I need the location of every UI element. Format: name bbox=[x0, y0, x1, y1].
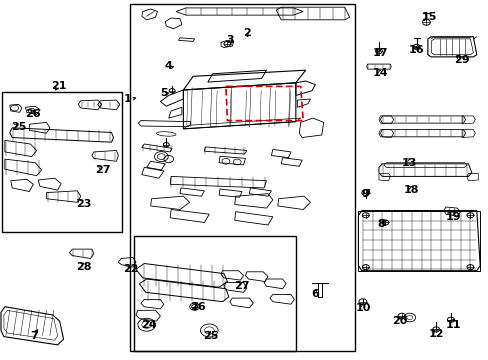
Text: 25: 25 bbox=[203, 330, 218, 341]
Text: 22: 22 bbox=[123, 264, 139, 274]
Text: 21: 21 bbox=[51, 81, 67, 91]
Text: 3: 3 bbox=[226, 35, 234, 45]
Text: 24: 24 bbox=[141, 320, 156, 330]
Text: 9: 9 bbox=[360, 189, 368, 199]
Text: 26: 26 bbox=[25, 109, 41, 120]
Text: 10: 10 bbox=[355, 303, 370, 313]
Text: 17: 17 bbox=[372, 48, 387, 58]
Text: 20: 20 bbox=[391, 316, 407, 326]
Text: 15: 15 bbox=[421, 12, 436, 22]
Text: 16: 16 bbox=[407, 45, 423, 55]
Text: 28: 28 bbox=[76, 262, 91, 272]
Text: 2: 2 bbox=[243, 28, 251, 38]
Text: 13: 13 bbox=[401, 158, 416, 168]
Text: 11: 11 bbox=[445, 320, 461, 330]
Text: 25: 25 bbox=[11, 122, 26, 132]
Text: 18: 18 bbox=[403, 185, 418, 195]
Text: 4: 4 bbox=[164, 61, 172, 71]
Text: 8: 8 bbox=[377, 219, 385, 229]
Text: 27: 27 bbox=[95, 165, 111, 175]
Bar bbox=[358, 211, 479, 271]
Text: 14: 14 bbox=[372, 68, 387, 78]
Text: 26: 26 bbox=[189, 302, 205, 312]
Bar bbox=[134, 236, 295, 351]
Text: 19: 19 bbox=[445, 212, 461, 222]
Text: 12: 12 bbox=[427, 329, 443, 339]
Text: 1: 1 bbox=[123, 94, 131, 104]
Text: 7: 7 bbox=[30, 330, 38, 341]
Text: 27: 27 bbox=[233, 281, 249, 291]
Text: 29: 29 bbox=[453, 55, 468, 66]
Text: 5: 5 bbox=[160, 88, 167, 98]
Text: 6: 6 bbox=[311, 289, 319, 300]
Text: 23: 23 bbox=[76, 199, 91, 210]
Bar bbox=[129, 4, 354, 351]
Bar bbox=[2, 92, 122, 232]
